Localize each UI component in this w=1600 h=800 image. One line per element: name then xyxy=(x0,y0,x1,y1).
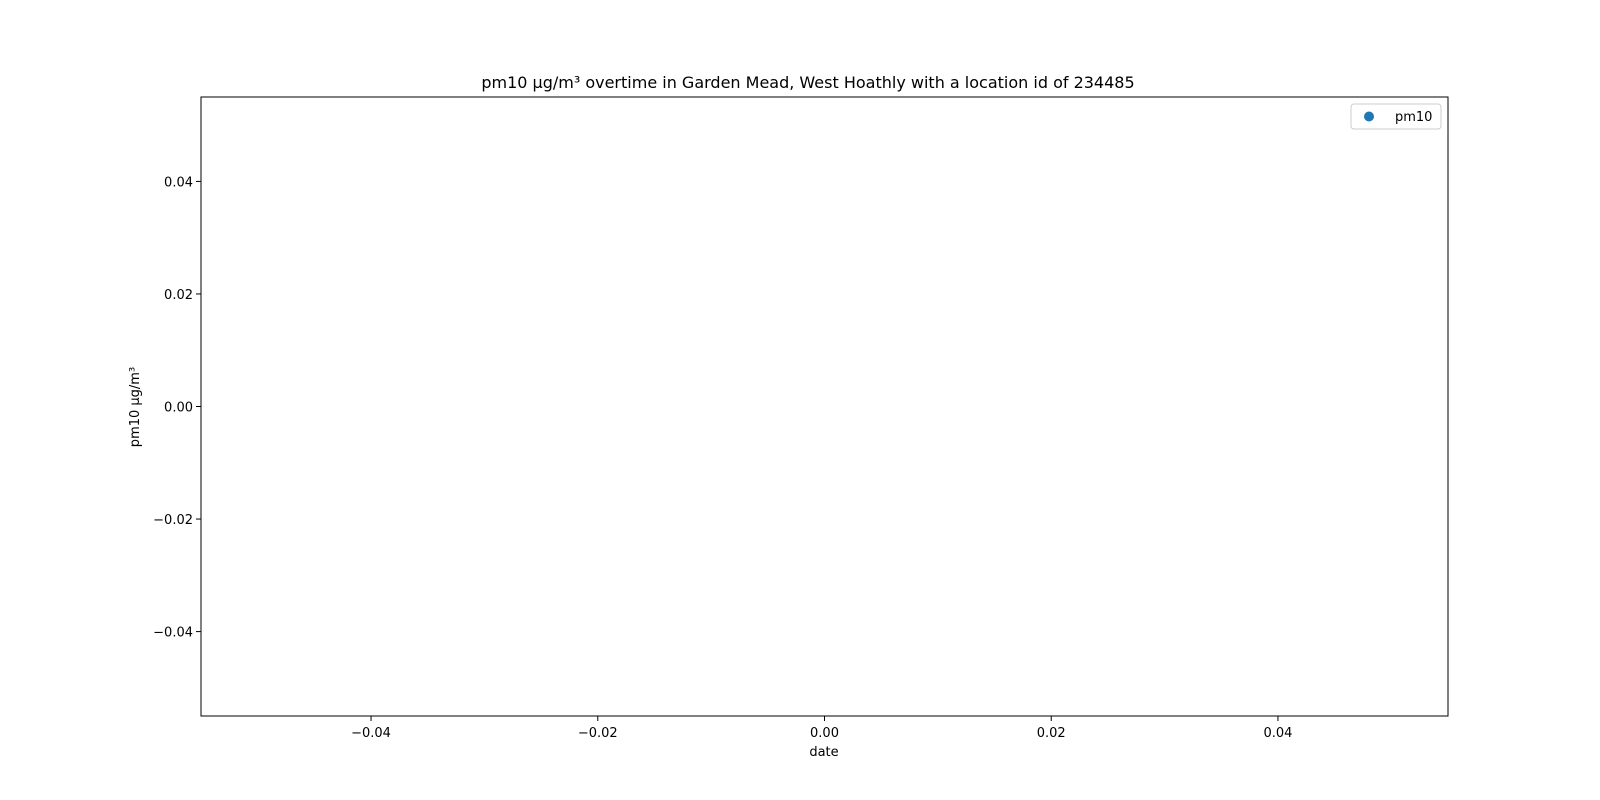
x-axis-title: date xyxy=(809,745,838,760)
x-tick-label: −0.02 xyxy=(578,726,618,741)
x-tick-label: 0.00 xyxy=(810,726,839,741)
y-axis-ticks: −0.04 −0.02 0.00 0.02 0.04 xyxy=(153,175,201,641)
legend-marker-pm10 xyxy=(1364,111,1374,122)
y-tick-label: 0.00 xyxy=(164,401,193,416)
y-axis-title: pm10 µg/m³ xyxy=(128,367,143,447)
y-tick-label: −0.04 xyxy=(153,626,193,641)
x-tick-label: 0.02 xyxy=(1037,726,1066,741)
x-tick-label: 0.04 xyxy=(1263,726,1292,741)
plot-area xyxy=(200,96,1449,717)
y-tick-label: −0.02 xyxy=(153,513,193,528)
legend-label-pm10: pm10 xyxy=(1395,110,1432,125)
x-axis-ticks: −0.04 −0.02 0.00 0.02 0.04 xyxy=(351,716,1292,741)
x-tick-label: −0.04 xyxy=(351,726,391,741)
y-tick-label: 0.02 xyxy=(164,288,193,303)
y-tick-label: 0.04 xyxy=(164,175,193,190)
legend: pm10 xyxy=(1350,103,1442,130)
chart-title: pm10 µg/m³ overtime in Garden Mead, West… xyxy=(481,73,1134,92)
legend-box xyxy=(1350,103,1442,130)
